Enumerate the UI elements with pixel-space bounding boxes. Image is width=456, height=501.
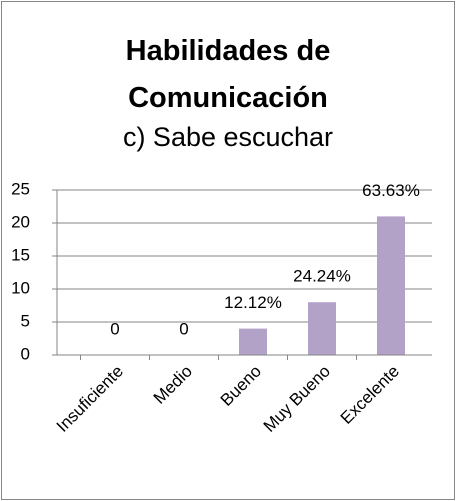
- x-tick-label: Insuficiente: [53, 362, 127, 436]
- y-tick-label: 25: [11, 179, 30, 198]
- x-tick-label: Medio: [150, 362, 196, 408]
- value-label: 0: [179, 319, 188, 338]
- y-tick-label: 20: [11, 212, 30, 231]
- chart-subtitle: c) Sabe escuchar: [122, 122, 334, 152]
- y-tick-label: 15: [11, 245, 30, 264]
- value-label: 0: [110, 319, 119, 338]
- x-tick-label: Muy Bueno: [260, 362, 334, 436]
- x-tick-label: Excelente: [337, 362, 403, 428]
- value-label: 12.12%: [224, 293, 282, 312]
- x-tick-label: Bueno: [217, 362, 265, 410]
- bar: [308, 302, 336, 355]
- y-tick-label: 0: [21, 344, 30, 363]
- value-label: 63.63%: [362, 181, 420, 200]
- bar: [377, 216, 405, 355]
- bar: [239, 328, 267, 355]
- y-tick-label: 10: [11, 278, 30, 297]
- value-label: 24.24%: [293, 267, 351, 286]
- chart-title: Habilidades de Comunicación: [125, 35, 331, 114]
- y-tick-label: 5: [21, 311, 30, 330]
